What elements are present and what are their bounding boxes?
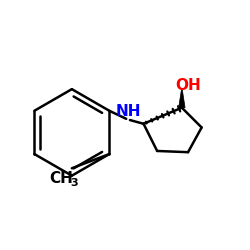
Text: OH: OH (175, 78, 201, 93)
Text: NH: NH (116, 104, 141, 119)
Text: CH: CH (49, 171, 73, 186)
Text: 3: 3 (70, 178, 78, 188)
Polygon shape (179, 88, 185, 108)
